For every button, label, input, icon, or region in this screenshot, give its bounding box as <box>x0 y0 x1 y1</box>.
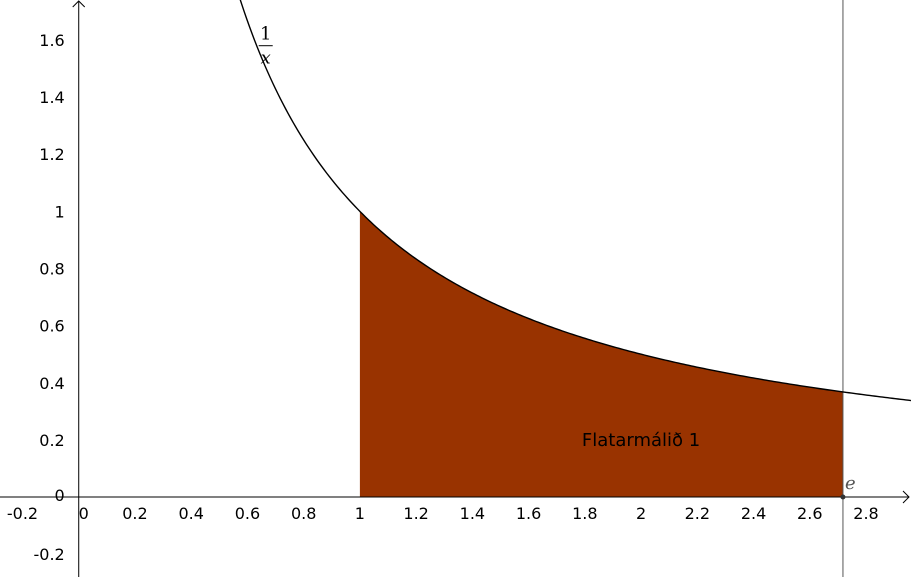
x-tick-label: 2.6 <box>797 504 822 523</box>
y-tick-label: 1.4 <box>39 88 64 107</box>
x-tick-label: 0.2 <box>122 504 147 523</box>
y-tick-label: 1.6 <box>39 31 64 50</box>
point-e <box>840 494 846 500</box>
x-tick-label: 0 <box>79 504 89 523</box>
x-tick-label: -0.2 <box>7 504 38 523</box>
y-tick-label: 1.2 <box>39 145 64 164</box>
curve-label-denominator: x <box>261 48 271 69</box>
x-tick-label: 0.6 <box>235 504 260 523</box>
curve-label-numerator: 1 <box>260 24 271 45</box>
x-tick-label: 1.8 <box>572 504 597 523</box>
y-tick-label: 0.6 <box>39 317 64 336</box>
y-tick-label: 0 <box>55 486 65 505</box>
point-e-label: e <box>845 473 856 494</box>
x-tick-label: 1.6 <box>516 504 541 523</box>
y-tick-labels: -0.2 0 0.2 0.4 0.6 0.8 1 1.2 1.4 1.6 <box>34 31 65 564</box>
y-axis-arrow <box>72 0 86 8</box>
x-tick-label: 0.8 <box>291 504 316 523</box>
curve-1-over-x <box>239 0 911 402</box>
y-tick-label: 0.8 <box>39 260 64 279</box>
x-tick-label: 2.4 <box>741 504 766 523</box>
y-tick-label: 0.4 <box>39 374 64 393</box>
curve-label: 1 x <box>258 24 273 69</box>
x-tick-label: 1.2 <box>403 504 428 523</box>
y-tick-label: 0.2 <box>39 431 64 450</box>
x-axis-arrow <box>902 490 910 504</box>
x-tick-label: 2 <box>636 504 646 523</box>
x-tick-label: 2.2 <box>685 504 710 523</box>
x-tick-label: 1.4 <box>460 504 485 523</box>
shaded-area <box>359 211 843 498</box>
area-label: Flatarmálið 1 <box>582 430 700 451</box>
x-tick-label: 2.8 <box>853 504 878 523</box>
x-tick-label: 1 <box>355 504 365 523</box>
y-tick-label: -0.2 <box>34 545 65 564</box>
x-tick-labels: -0.2 0 0.2 0.4 0.6 0.8 1 1.2 1.4 1.6 1.8 2 2.2 2.4 2.6… <box>7 504 879 523</box>
x-tick-label: 0.4 <box>178 504 203 523</box>
y-tick-label: 1 <box>55 202 65 221</box>
